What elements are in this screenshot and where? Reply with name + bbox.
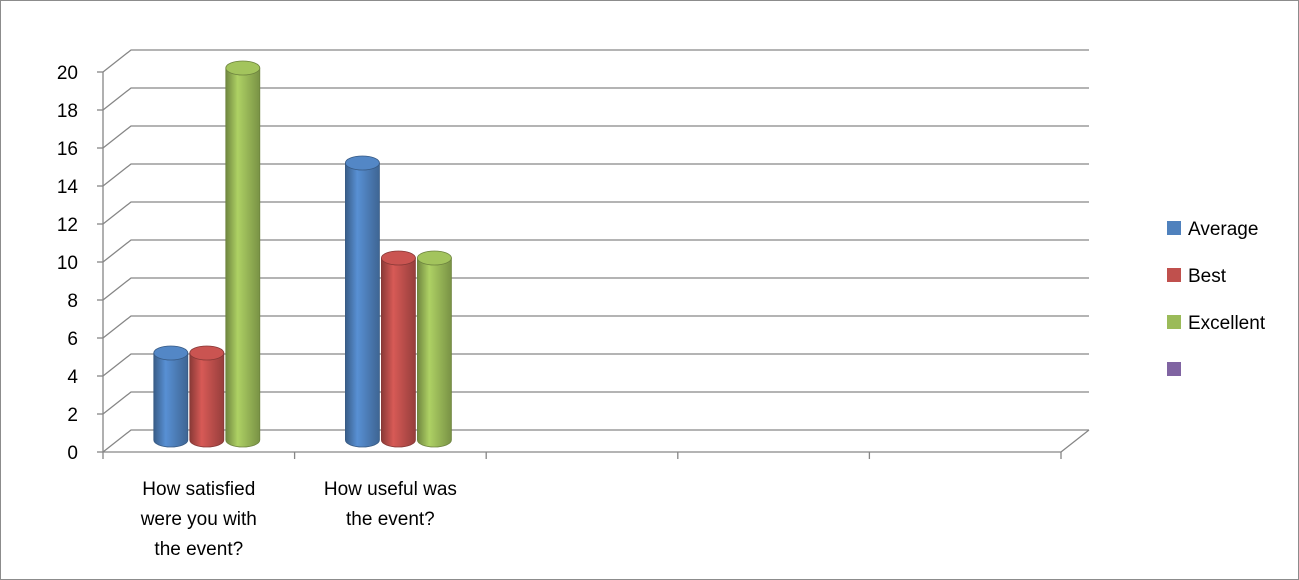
legend-item: Best [1167, 266, 1227, 287]
bar [189, 345, 225, 448]
legend-item [1167, 362, 1181, 376]
legend-swatch [1167, 315, 1181, 329]
legend-label: Excellent [1188, 313, 1266, 334]
y-tick-label: 4 [67, 367, 78, 388]
gridline [102, 429, 1089, 453]
legend-item: Excellent [1167, 313, 1266, 334]
bar [225, 60, 261, 448]
gridline [102, 277, 1089, 301]
legend-swatch [1167, 362, 1181, 376]
x-category-label: How satisfied [142, 479, 255, 500]
y-axis-ticks: 0 2 4 6 8 10 12 14 16 18 20 [57, 63, 103, 464]
y-tick-label: 6 [67, 329, 78, 350]
gridline [102, 239, 1089, 263]
bar [153, 345, 189, 448]
bar [380, 250, 416, 448]
y-tick-label: 10 [57, 253, 78, 274]
grid-lines [102, 49, 1090, 453]
x-axis-labels: How satisfied were you with the event? How … [140, 479, 457, 560]
chart-legend: Average Best Excellent [1167, 219, 1266, 376]
bar-series [153, 60, 452, 448]
legend-label: Average [1188, 219, 1258, 240]
gridline [102, 315, 1089, 339]
gridline [102, 125, 1089, 149]
bar [344, 155, 380, 448]
x-category-label: the event? [346, 509, 435, 530]
legend-swatch [1167, 221, 1181, 235]
gridline [102, 391, 1089, 415]
y-tick-label: 14 [57, 177, 79, 198]
gridline [102, 49, 1089, 73]
y-tick-label: 16 [57, 139, 78, 160]
bar [416, 250, 452, 448]
y-tick-label: 2 [67, 405, 78, 426]
y-tick-label: 8 [67, 291, 78, 312]
y-tick-label: 12 [57, 215, 78, 236]
gridline [102, 353, 1089, 377]
y-tick-label: 20 [57, 63, 78, 84]
y-tick-label: 0 [67, 443, 78, 464]
legend-item: Average [1167, 219, 1258, 240]
legend-swatch [1167, 268, 1181, 282]
y-tick-label: 18 [57, 101, 78, 122]
gridline [102, 87, 1089, 111]
x-category-label: were you with [140, 509, 257, 530]
legend-label: Best [1188, 266, 1227, 287]
x-category-label: the event? [154, 539, 243, 560]
gridline [102, 201, 1089, 225]
x-category-label: How useful was [324, 479, 457, 500]
gridline [102, 163, 1089, 187]
